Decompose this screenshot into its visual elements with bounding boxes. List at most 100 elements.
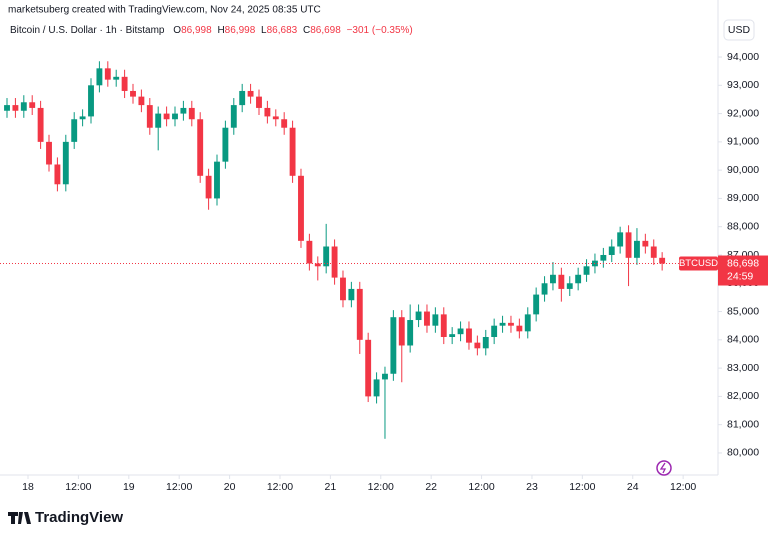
l-value: 86,683: [267, 25, 298, 36]
candle-body: [600, 254, 607, 261]
candle-body: [188, 107, 195, 120]
candle-body: [508, 322, 514, 326]
h-value: 86,998: [225, 25, 256, 36]
x-tick-label: 18: [22, 481, 34, 493]
candle-body: [54, 164, 61, 185]
candle-body: [130, 90, 136, 97]
candle-body: [155, 113, 162, 128]
y-tick-label: 92,000: [727, 107, 759, 119]
y-tick-label: 89,000: [727, 192, 759, 204]
candle-body: [575, 274, 582, 284]
candle-body: [583, 266, 590, 275]
candle-body: [12, 105, 19, 111]
logo-mark: [8, 512, 31, 524]
y-tick-label: 80,000: [727, 447, 759, 459]
currency-button[interactable]: [723, 19, 755, 41]
credit: marketsuberg created with TradingView.co…: [8, 5, 321, 16]
candle-body: [281, 119, 288, 128]
candle-body: [222, 127, 229, 162]
candle-body: [340, 277, 346, 301]
y-tick-label: 91,000: [727, 136, 759, 148]
y-tick-label: 88,000: [727, 220, 759, 232]
c-value: 86,698: [310, 25, 341, 36]
x-tick-label: 12:00: [468, 481, 494, 493]
change: −301 (−0.35%): [347, 25, 413, 36]
candle-body: [71, 119, 78, 142]
candle-body: [642, 240, 649, 247]
x-tick-label: 19: [123, 481, 135, 493]
candle-body: [256, 96, 262, 108]
candle-body: [424, 311, 430, 326]
candle-body: [415, 311, 422, 321]
logo-text: TradingView: [35, 509, 123, 526]
x-tick-label: 12:00: [267, 481, 293, 493]
symbol-tag: [679, 256, 718, 271]
candle-body: [356, 288, 363, 340]
candle-body: [533, 294, 540, 315]
y-tick-label: 90,000: [727, 164, 759, 176]
candle-body: [138, 96, 145, 106]
candle-body: [247, 90, 254, 97]
candle-body: [331, 246, 338, 278]
candle-body: [306, 240, 313, 264]
y-tick-label: 93,000: [727, 79, 759, 91]
event-icon-bolt: [659, 462, 667, 474]
candle-body: [121, 76, 128, 91]
candle-body: [79, 116, 86, 120]
candle-body: [440, 314, 447, 337]
candle-body: [617, 232, 624, 247]
x-tick-label: 12:00: [65, 481, 91, 493]
h-label: H: [217, 25, 224, 36]
candle-body: [172, 113, 178, 120]
candle-body: [348, 288, 355, 301]
candle-body: [558, 274, 565, 289]
candle-body: [104, 68, 111, 80]
l-label: L: [261, 25, 267, 36]
candle-body: [46, 141, 52, 165]
candle-body: [608, 246, 615, 255]
candle-body: [457, 328, 464, 335]
candle-body: [373, 379, 380, 397]
currency[interactable]: USD: [728, 24, 751, 36]
candle-body: [239, 90, 246, 106]
symbol: Bitcoin / U.S. Dollar · 1h · Bitstamp: [10, 25, 165, 36]
symbol-tag-text: BTCUSD: [679, 258, 718, 269]
candle-body: [197, 119, 204, 176]
y-tick-label: 83,000: [727, 362, 759, 374]
y-tick-label: 94,000: [727, 51, 759, 63]
candle-body: [96, 68, 103, 86]
candle-body: [449, 334, 456, 337]
candle-body: [398, 317, 405, 346]
o-label: O: [173, 25, 181, 36]
candle-body: [323, 246, 330, 267]
y-tick-label: 81,000: [727, 418, 759, 430]
x-tick-label: 22: [425, 481, 437, 493]
x-tick-label: 12:00: [569, 481, 595, 493]
candle-body: [88, 85, 94, 117]
candle-body: [650, 246, 657, 258]
candle-body: [37, 107, 44, 142]
candle-body: [365, 339, 372, 397]
legend-line: Bitcoin / U.S. Dollar · 1h · Bitstamp O 8…: [10, 25, 413, 36]
x-tick-label: 21: [325, 481, 337, 493]
candle-body: [625, 232, 632, 258]
event-icon[interactable]: [656, 460, 672, 476]
candle-body: [499, 322, 506, 326]
candle-body: [474, 342, 481, 349]
candle-body: [264, 107, 271, 117]
candle-body: [541, 283, 548, 295]
candle-body: [634, 240, 640, 258]
candle-body: [382, 373, 388, 380]
candle-body: [314, 263, 321, 267]
candle-body: [298, 175, 304, 241]
candle-body: [272, 116, 279, 120]
candle-body: [407, 320, 414, 346]
x-tick-label: 20: [224, 481, 236, 493]
candle-body: [491, 325, 498, 337]
candle-body: [29, 102, 36, 108]
candle-body: [550, 274, 556, 284]
candle-body: [62, 141, 69, 185]
candle-body: [566, 283, 573, 289]
